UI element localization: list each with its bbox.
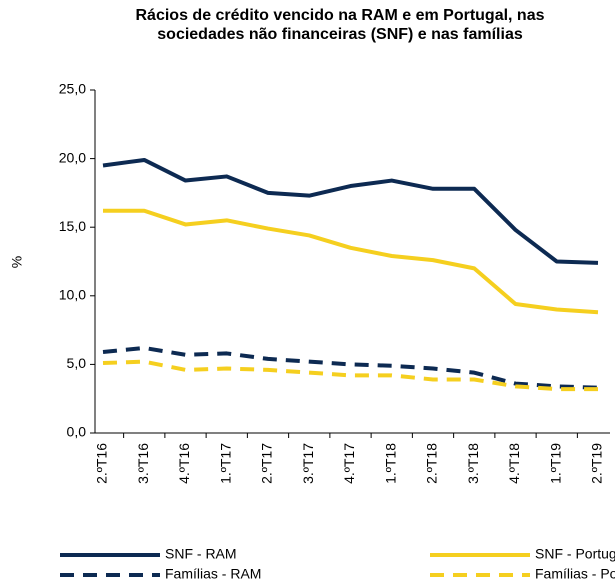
y-tick-label: 15,0 xyxy=(59,218,86,234)
x-tick-label: 2.ºT17 xyxy=(259,443,275,484)
x-tick-label: 2.ºT19 xyxy=(589,443,605,484)
series-line xyxy=(102,345,599,390)
y-tick-label: 25,0 xyxy=(59,81,86,97)
legend-label: Famílias - Portugal xyxy=(535,566,615,582)
x-tick-label: 3.ºT18 xyxy=(465,443,481,484)
y-tick-label: 10,0 xyxy=(59,287,86,303)
y-tick-label: 20,0 xyxy=(59,149,86,165)
series-line xyxy=(102,157,599,265)
y-tick-label: 5,0 xyxy=(67,355,87,371)
x-tick-label: 2.ºT18 xyxy=(424,443,440,484)
legend-label: Famílias - RAM xyxy=(165,566,261,582)
x-tick-label: 1.ºT19 xyxy=(547,443,563,484)
legend-label: SNF - Portugal xyxy=(535,546,615,562)
x-tick-label: 3.ºT16 xyxy=(135,443,151,484)
legend-label: SNF - RAM xyxy=(165,546,237,562)
series-line xyxy=(102,359,598,392)
x-tick-label: 4.ºT16 xyxy=(176,443,192,484)
chart-title: Rácios de crédito vencido na RAM e em Po… xyxy=(135,7,545,43)
series-line xyxy=(103,208,599,315)
x-tick-label: 1.ºT18 xyxy=(382,443,398,484)
x-tick-label: 2.ºT16 xyxy=(94,443,110,484)
x-tick-label: 1.ºT17 xyxy=(217,443,233,484)
x-tick-label: 3.ºT17 xyxy=(300,443,316,484)
y-tick-label: 0,0 xyxy=(67,424,87,440)
x-tick-label: 4.ºT18 xyxy=(506,443,522,484)
x-tick-label: 4.ºT17 xyxy=(341,443,357,484)
y-axis-label: % xyxy=(9,256,25,268)
